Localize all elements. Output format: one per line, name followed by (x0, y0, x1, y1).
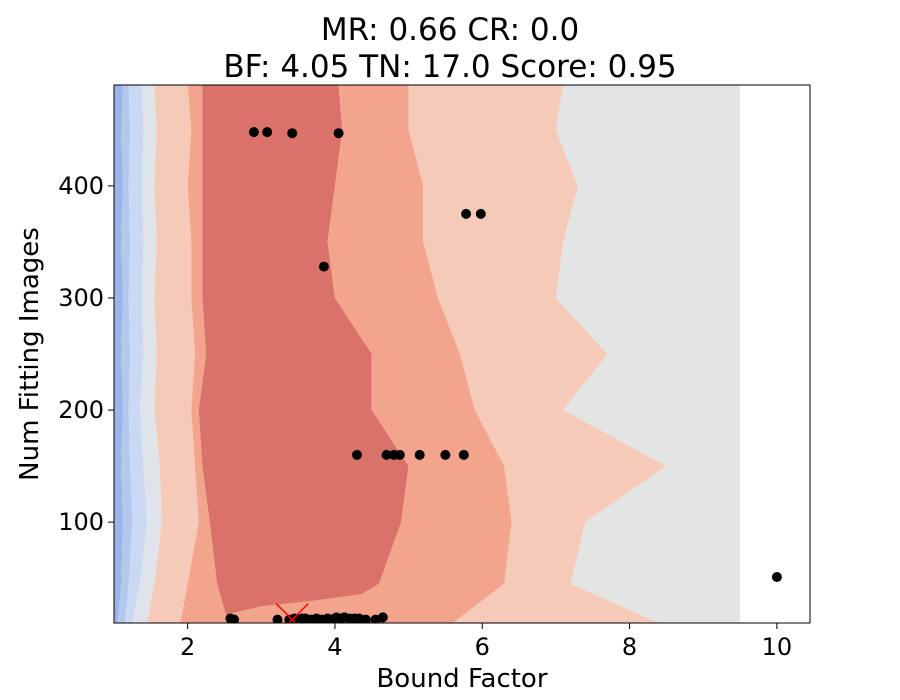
scatter-point-12 (440, 449, 451, 460)
scatter-point-5 (475, 208, 486, 219)
contour-band-gray (555, 85, 740, 623)
scatter-point-0 (248, 127, 259, 138)
chart-title-line-2: BF: 4.05 TN: 17.0 Score: 0.95 (223, 49, 676, 85)
contour-band-blue-3 (132, 85, 162, 623)
x-tick-label-3: 8 (622, 633, 637, 661)
plot-area (114, 85, 810, 623)
y-tick-label-3: 400 (58, 172, 104, 200)
y-axis-ticks: 100 200 300 400 (58, 172, 114, 536)
best-marker-x (275, 603, 309, 623)
scatter-point-2 (287, 128, 298, 139)
contour-band-blue-0 (114, 85, 123, 623)
scatter-point-17 (272, 614, 283, 623)
best-marker (275, 603, 309, 623)
contour-band-salmon-bottom (228, 591, 453, 623)
contour-band-blue-1 (117, 85, 133, 623)
scatter-point-16 (229, 614, 240, 623)
scatter-point-35 (377, 612, 388, 623)
y-axis-label: Num Fitting Images (15, 227, 45, 481)
x-axis-label: Bound Factor (376, 664, 547, 694)
scatter-point-4 (461, 208, 472, 219)
x-axis-ticks: 2 4 6 8 10 (180, 623, 792, 661)
contour-bands (114, 85, 740, 623)
x-tick-label-2: 6 (475, 633, 490, 661)
scatter-point-1 (262, 127, 273, 138)
y-tick-label-1: 200 (58, 396, 104, 424)
scatter-point-14 (771, 572, 782, 582)
scatter-point-3 (333, 128, 344, 139)
contour-band-red (198, 85, 409, 623)
plot-frame (113, 84, 811, 624)
scatter-point-6 (318, 261, 329, 272)
y-tick-label-2: 300 (58, 284, 104, 312)
scatter-point-7 (352, 449, 362, 460)
scatter-point-10 (394, 449, 405, 460)
scatter-point-11 (414, 449, 425, 460)
chart-title-line-1: MR: 0.66 CR: 0.0 (321, 12, 579, 48)
contour-band-salmon-left (180, 85, 229, 623)
contour-band-peach-left (147, 85, 199, 623)
x-tick-label-1: 4 (327, 633, 342, 661)
contour-band-blue-2 (125, 85, 148, 623)
scatter-point-13 (458, 449, 469, 460)
x-tick-label-0: 2 (180, 633, 195, 661)
contour-band-salmon-right (312, 85, 512, 623)
y-tick-label-0: 100 (58, 508, 104, 536)
x-tick-label-4: 10 (762, 633, 793, 661)
contour-band-peach-right (408, 85, 667, 623)
scatter-point-33 (360, 614, 371, 623)
scatter-point-8 (381, 449, 392, 460)
